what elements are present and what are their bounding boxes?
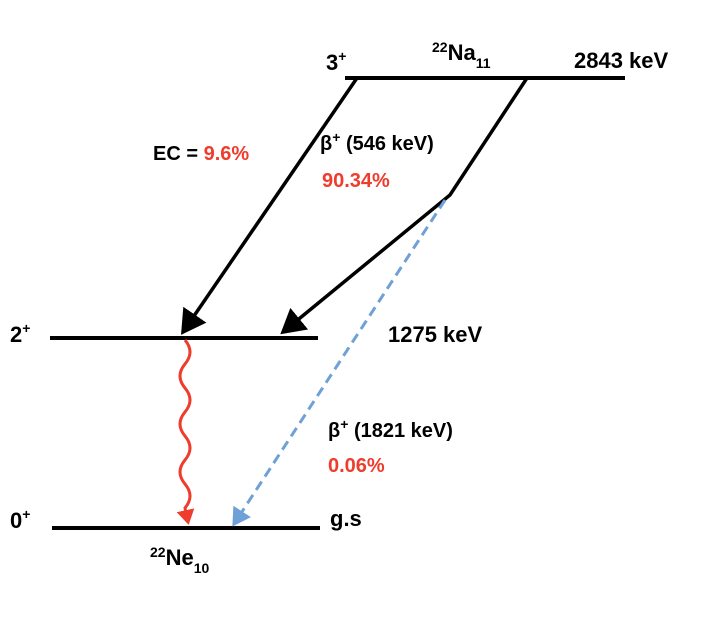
daughter-nuclide: 22Ne10 — [150, 544, 209, 576]
text-part: 22 — [432, 39, 448, 55]
beta-label: β+ (546 keV) — [320, 129, 434, 155]
text-part: 11 — [476, 55, 491, 71]
gamma-wave — [176, 339, 195, 525]
text-part: 0 — [10, 508, 22, 533]
ec-arrow — [181, 77, 359, 335]
text-part: 9.6% — [204, 143, 250, 165]
text-part: β — [320, 133, 332, 155]
text-part: Ne — [166, 545, 194, 570]
spin-label: 3+ — [326, 48, 346, 75]
text-part: β — [328, 420, 340, 442]
text-part: + — [332, 129, 340, 145]
ec-label: EC = 9.6% — [153, 143, 249, 165]
text-part: + — [22, 506, 30, 522]
text-part: (546 keV) — [340, 133, 433, 155]
energy-label: 2843 keV — [574, 48, 669, 73]
text-part: (1821 keV) — [348, 420, 453, 442]
energy-label: g.s — [330, 506, 362, 531]
text-part: + — [22, 320, 30, 336]
text-part: 22 — [150, 544, 166, 560]
spin-label: 2+ — [10, 320, 30, 347]
beta-dashed-arrow — [232, 199, 447, 527]
beta-arrow — [280, 77, 529, 335]
energy-label: 1275 keV — [388, 322, 483, 347]
beta-label: β+ (1821 keV) — [328, 416, 453, 442]
text-part: 10 — [194, 560, 210, 576]
parent-nuclide: 22Na11 — [432, 39, 491, 71]
text-part: 2 — [10, 322, 22, 347]
text-part: + — [338, 48, 346, 64]
text-part: + — [340, 416, 348, 432]
branch-label: 90.34% — [322, 170, 390, 192]
branch-label: 0.06% — [328, 455, 385, 477]
text-part: 3 — [326, 50, 338, 75]
text-part: EC = — [153, 143, 204, 165]
spin-label: 0+ — [10, 506, 30, 533]
text-part: Na — [448, 40, 477, 65]
